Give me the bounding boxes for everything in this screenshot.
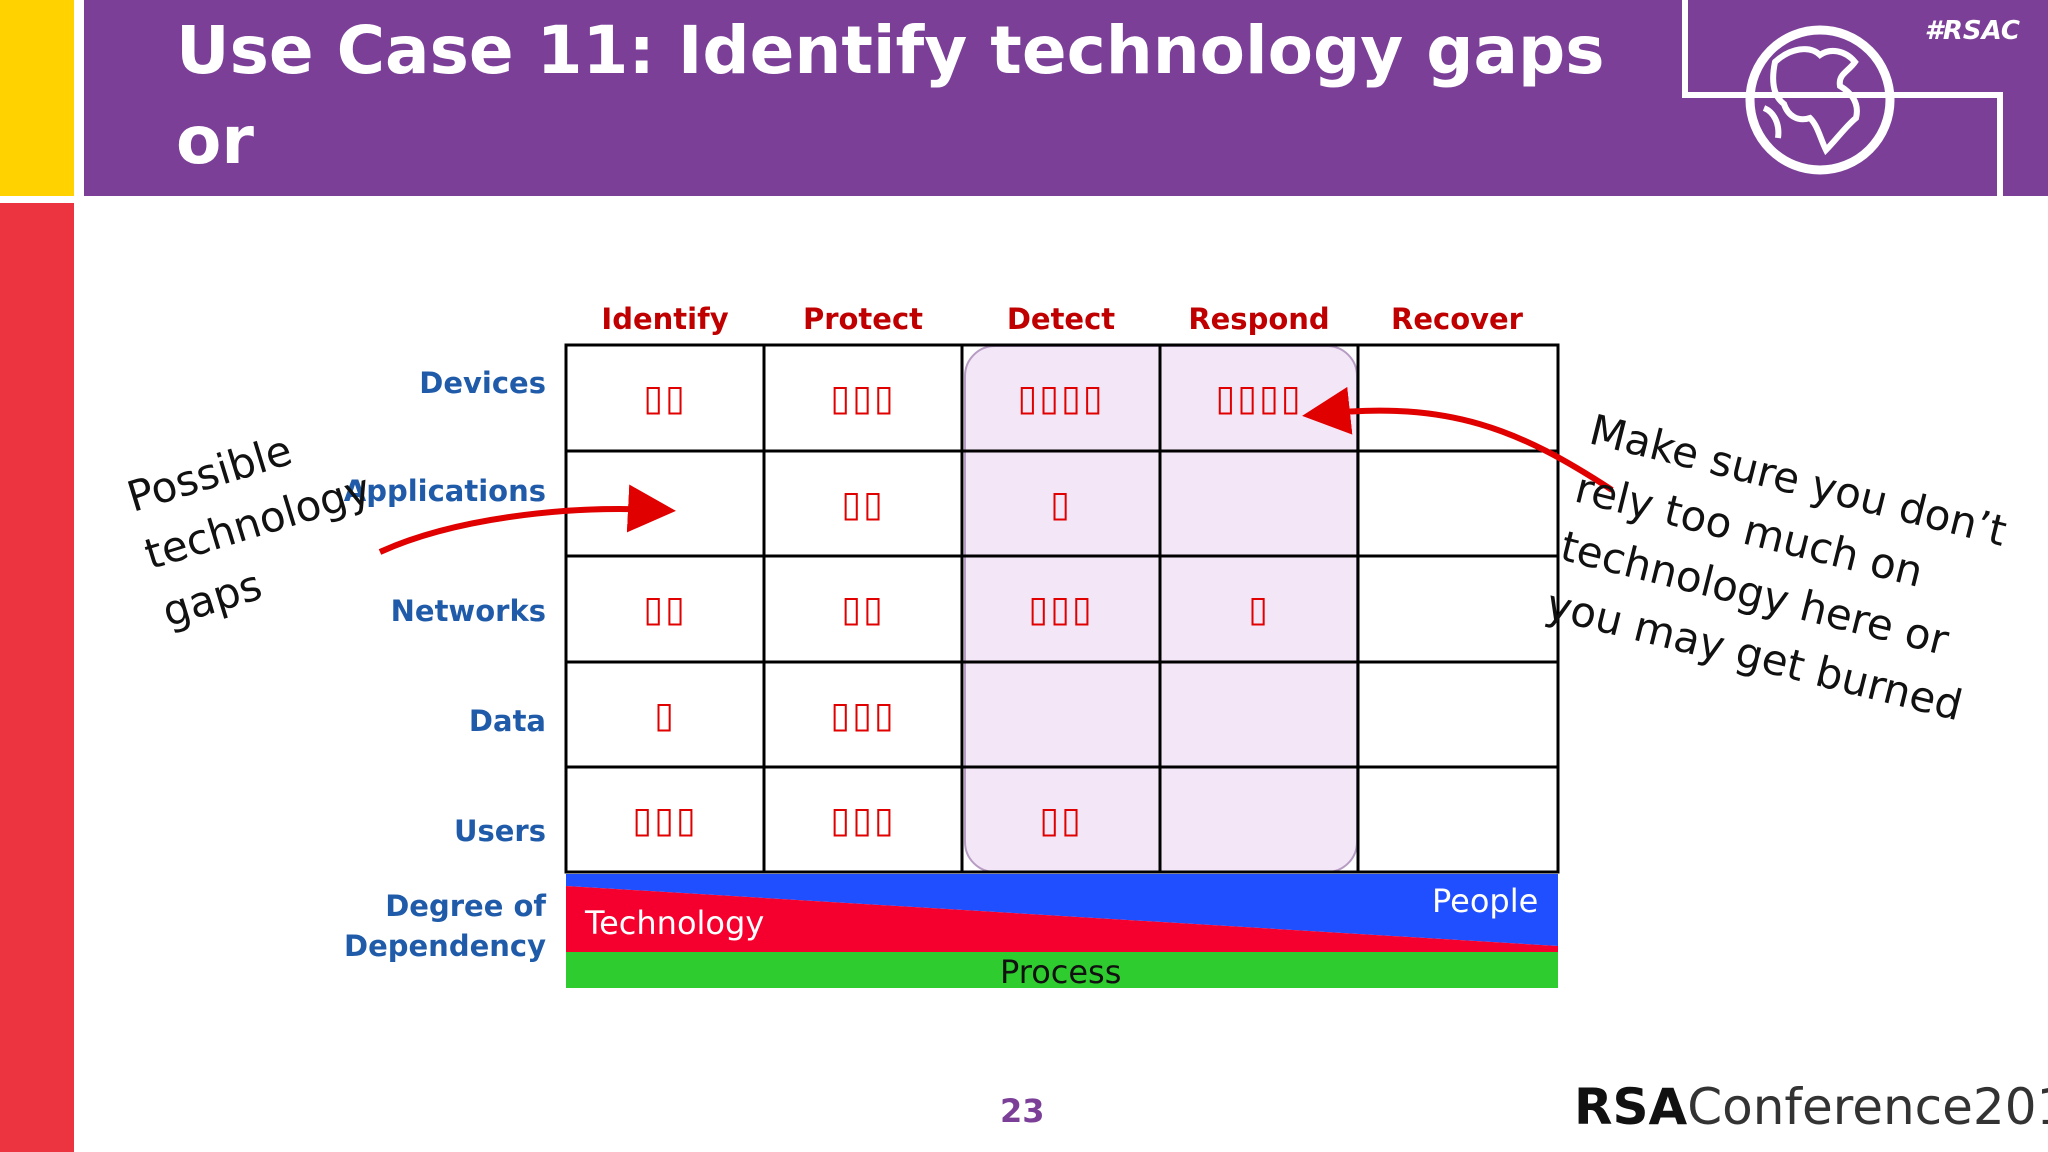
grid-cell: ▯▯ bbox=[566, 345, 764, 451]
right-arrow bbox=[1302, 386, 1614, 493]
row-header-applications: Applications bbox=[343, 474, 546, 508]
process-band bbox=[566, 952, 1558, 988]
column-header-recover: Recover bbox=[1391, 302, 1523, 336]
cell-marks: ▯▯▯ bbox=[632, 799, 698, 841]
grid-cell: ▯▯▯ bbox=[764, 345, 962, 451]
grid-cell: ▯ bbox=[962, 451, 1160, 557]
cell-marks: ▯▯ bbox=[643, 377, 687, 419]
row-header-users: Users bbox=[453, 814, 546, 848]
people-label: People bbox=[1432, 882, 1539, 920]
slide-title: Use Case 11: Identify technology gaps or… bbox=[176, 6, 1626, 366]
cell-marks: ▯ bbox=[1050, 483, 1072, 525]
page-number: 23 bbox=[1000, 1092, 1045, 1130]
cell-marks: ▯▯ bbox=[841, 483, 885, 525]
globe-icon bbox=[1682, 0, 2003, 196]
dependency-label-line-1: Degree of bbox=[385, 889, 546, 923]
cell-marks: ▯▯▯ bbox=[1028, 588, 1094, 630]
cell-marks: ▯▯ bbox=[643, 588, 687, 630]
rsac-hashtag: #RSAC bbox=[1924, 16, 2020, 46]
technology-band bbox=[566, 886, 1558, 952]
row-header-data: Data bbox=[468, 704, 546, 738]
column-header-respond: Respond bbox=[1188, 302, 1330, 336]
cell-marks: ▯ bbox=[1248, 588, 1270, 630]
column-header-detect: Detect bbox=[1006, 302, 1116, 336]
grid-cell: ▯▯ bbox=[962, 767, 1160, 873]
grid-cell: ▯▯ bbox=[764, 556, 962, 662]
grid-cell bbox=[1358, 767, 1556, 873]
grid-cell bbox=[962, 662, 1160, 768]
grid-lines bbox=[564, 343, 1560, 874]
grid-cell: ▯▯▯ bbox=[764, 662, 962, 768]
grid-cell: ▯▯▯ bbox=[962, 556, 1160, 662]
grid-cell bbox=[1160, 662, 1358, 768]
cell-marks: ▯▯▯ bbox=[830, 799, 896, 841]
grid-cell bbox=[1358, 451, 1556, 557]
brand-conference: Conference2016 bbox=[1687, 1078, 2048, 1136]
cell-marks: ▯▯ bbox=[1039, 799, 1083, 841]
people-band bbox=[566, 874, 1558, 946]
cell-marks: ▯▯ bbox=[841, 588, 885, 630]
grid-cell bbox=[1358, 662, 1556, 768]
cell-marks: ▯▯▯▯ bbox=[1017, 377, 1105, 419]
grid-cell: ▯▯ bbox=[566, 556, 764, 662]
row-header-networks: Networks bbox=[390, 594, 546, 628]
process-label: Process bbox=[1000, 953, 1122, 991]
row-header-devices: Devices bbox=[419, 366, 546, 400]
grid-cell: ▯ bbox=[566, 662, 764, 768]
grid-cell bbox=[1358, 345, 1556, 451]
grid-cell bbox=[566, 451, 764, 557]
column-header-protect: Protect bbox=[802, 302, 924, 336]
grid-cell bbox=[1358, 556, 1556, 662]
grid-cell: ▯ bbox=[1160, 556, 1358, 662]
brand-rsa: RSA bbox=[1574, 1078, 1688, 1136]
row-header-dependency: Degree of Dependency bbox=[344, 886, 546, 966]
cell-marks: ▯▯▯▯ bbox=[1215, 377, 1303, 419]
slide-title-line-1: Use Case 11: Identify technology gaps or bbox=[176, 12, 1605, 179]
dependency-label-line-2: Dependency bbox=[344, 929, 546, 963]
cell-marks: ▯ bbox=[654, 694, 676, 736]
column-header-identify: Identify bbox=[601, 302, 729, 336]
grid-cell: ▯▯▯▯ bbox=[962, 345, 1160, 451]
grid-cell: ▯▯▯▯ bbox=[1160, 345, 1358, 451]
footer-brand: RSAConference2016 bbox=[1574, 1078, 2048, 1136]
grid-cell bbox=[1160, 451, 1358, 557]
grid-cell: ▯▯▯ bbox=[764, 767, 962, 873]
grid-cell: ▯▯ bbox=[764, 451, 962, 557]
grid-cell bbox=[1160, 767, 1358, 873]
side-bar-red bbox=[0, 203, 74, 1152]
cell-marks: ▯▯▯ bbox=[830, 694, 896, 736]
cell-marks: ▯▯▯ bbox=[830, 377, 896, 419]
grid-cell: ▯▯▯ bbox=[566, 767, 764, 873]
technology-label: Technology bbox=[585, 904, 765, 942]
side-bar-yellow bbox=[0, 0, 74, 196]
left-arrow bbox=[378, 484, 676, 555]
slide-title-line-2: overreliance in your technology portfoli… bbox=[176, 192, 1360, 359]
